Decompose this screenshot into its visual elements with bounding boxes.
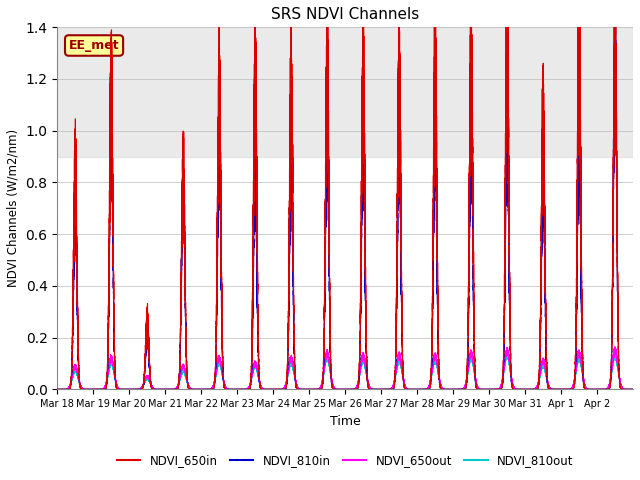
Legend: NDVI_650in, NDVI_810in, NDVI_650out, NDVI_810out: NDVI_650in, NDVI_810in, NDVI_650out, NDV… <box>112 449 578 472</box>
NDVI_810out <box>506 366 514 372</box>
NDVI_650out <box>629 386 637 392</box>
NDVI_650in <box>198 386 205 392</box>
NDVI_810in <box>53 386 61 392</box>
Line: NDVI_650in: NDVI_650in <box>57 0 633 389</box>
NDVI_810in <box>629 386 637 392</box>
NDVI_650in <box>506 312 514 318</box>
Title: SRS NDVI Channels: SRS NDVI Channels <box>271 7 419 22</box>
NDVI_650out <box>611 344 619 349</box>
NDVI_810in <box>146 371 154 377</box>
Line: NDVI_810in: NDVI_810in <box>57 0 633 389</box>
NDVI_810out <box>555 386 563 392</box>
NDVI_810out <box>611 350 619 356</box>
NDVI_650out <box>146 378 154 384</box>
NDVI_650out <box>324 351 332 357</box>
NDVI_810in <box>555 386 563 392</box>
NDVI_650out <box>555 386 563 392</box>
NDVI_650out <box>506 362 514 368</box>
NDVI_650in <box>555 386 563 392</box>
NDVI_810in <box>53 386 61 392</box>
NDVI_810out <box>319 373 327 379</box>
NDVI_650in <box>53 386 61 392</box>
Y-axis label: NDVI Channels (W/m2/nm): NDVI Channels (W/m2/nm) <box>7 129 20 288</box>
NDVI_650in <box>629 386 637 392</box>
NDVI_810out <box>629 386 637 392</box>
NDVI_810in <box>198 386 205 392</box>
Bar <box>57 27 633 156</box>
NDVI_650out <box>319 369 327 375</box>
NDVI_810out <box>198 386 205 392</box>
NDVI_810in <box>319 366 327 372</box>
NDVI_650in <box>161 386 169 392</box>
Text: EE_met: EE_met <box>68 39 120 52</box>
NDVI_810out <box>53 386 61 392</box>
Line: NDVI_810out: NDVI_810out <box>57 353 633 389</box>
NDVI_650in <box>319 360 327 366</box>
NDVI_810in <box>506 330 514 336</box>
NDVI_650out <box>198 386 205 392</box>
X-axis label: Time: Time <box>330 415 360 428</box>
NDVI_810out <box>324 356 332 361</box>
NDVI_810out <box>146 380 154 385</box>
NDVI_650out <box>53 386 61 392</box>
NDVI_810in <box>324 138 332 144</box>
NDVI_650in <box>146 367 154 373</box>
Line: NDVI_650out: NDVI_650out <box>57 347 633 389</box>
NDVI_650in <box>324 47 332 52</box>
